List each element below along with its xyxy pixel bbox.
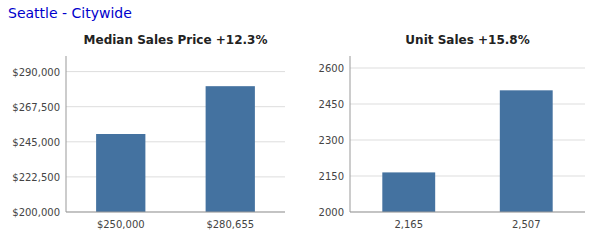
bar [382,172,435,212]
x-tick-label: $250,000 [97,219,145,230]
x-tick-label: 2,165 [394,219,423,230]
chart-root: Seattle - Citywide Median Sales Price +12… [0,0,600,250]
grid-line [350,68,585,69]
panel: Median Sales Price +12.3% $200,000 $222,50… [12,33,285,230]
figure-title: Seattle - Citywide [8,5,132,21]
bars [382,90,552,212]
y-tick-label: 2150 [319,171,344,182]
grid-line [66,212,285,213]
chart-title: Median Sales Price +12.3% [84,33,268,47]
chart-svg: Seattle - Citywide Median Sales Price +12… [0,0,600,250]
chart-title: Unit Sales +15.8% [405,33,529,47]
y-tick-label: $245,000 [12,137,60,148]
y-tick-label: $200,000 [12,207,60,218]
y-axis-line [66,56,67,212]
grid-line [66,71,285,72]
bar [206,86,255,212]
y-axis-line [350,56,351,212]
y-tick-label: 2450 [319,99,344,110]
bars [96,86,255,212]
grid-line [350,212,585,213]
x-tick-label: 2,507 [512,219,541,230]
x-tick-label: $280,655 [206,219,254,230]
bar [500,90,553,212]
y-tick-label: 2600 [319,63,344,74]
y-tick-label: $222,500 [12,172,60,183]
x-axis-line [350,212,585,213]
panel: Unit Sales +15.8% 2000 2150 2300 2450 2600 2,1… [319,33,585,230]
x-axis-line [66,212,285,213]
bar [96,134,145,212]
y-tick-label: 2300 [319,135,344,146]
y-tick-label: 2000 [319,207,344,218]
y-tick-label: $267,500 [12,102,60,113]
y-tick-label: $290,000 [12,67,60,78]
